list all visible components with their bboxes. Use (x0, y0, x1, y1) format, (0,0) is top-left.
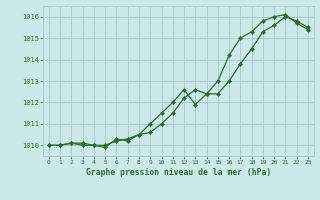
X-axis label: Graphe pression niveau de la mer (hPa): Graphe pression niveau de la mer (hPa) (86, 168, 271, 177)
